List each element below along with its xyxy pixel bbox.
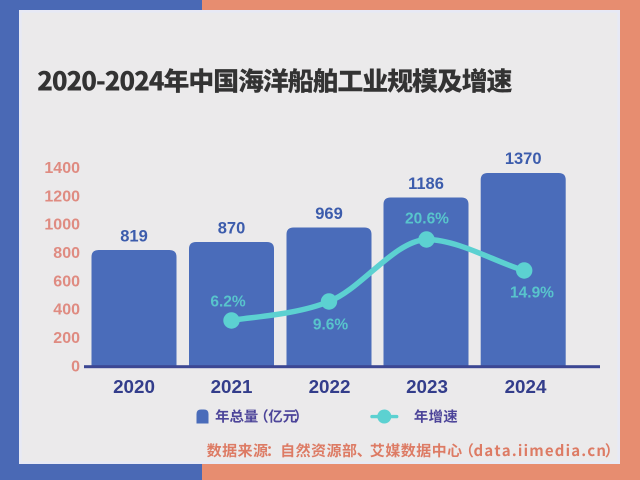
svg-text:2022: 2022 — [309, 376, 351, 397]
svg-text:2021: 2021 — [211, 376, 253, 397]
svg-text:870: 870 — [218, 219, 246, 237]
svg-text:2023: 2023 — [406, 376, 448, 397]
svg-text:20.6%: 20.6% — [405, 210, 449, 227]
svg-text:6.2%: 6.2% — [210, 293, 246, 310]
svg-text:9.6%: 9.6% — [313, 316, 349, 333]
svg-text:819: 819 — [120, 227, 148, 245]
svg-text:400: 400 — [53, 302, 80, 319]
svg-text:0: 0 — [71, 358, 80, 375]
svg-text:969: 969 — [315, 205, 343, 223]
svg-text:600: 600 — [53, 273, 80, 290]
svg-text:1400: 1400 — [44, 160, 80, 177]
svg-text:200: 200 — [53, 330, 80, 347]
svg-text:2024: 2024 — [505, 376, 547, 397]
svg-text:2020: 2020 — [113, 376, 155, 397]
svg-text:1200: 1200 — [44, 188, 80, 205]
svg-text:14.9%: 14.9% — [510, 284, 554, 301]
svg-text:1186: 1186 — [408, 175, 444, 193]
svg-text:1370: 1370 — [505, 150, 542, 168]
svg-text:800: 800 — [53, 245, 80, 262]
svg-text:1000: 1000 — [44, 217, 80, 234]
